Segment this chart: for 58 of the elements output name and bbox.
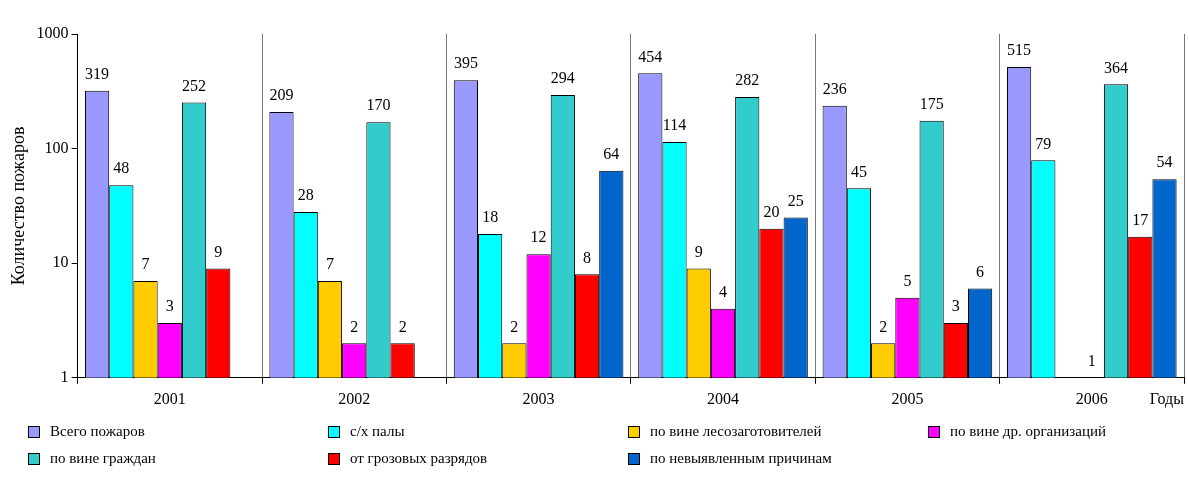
data-label: 64	[603, 145, 620, 163]
legend-label: по вине граждан	[50, 450, 156, 467]
x-axis-title: Годы	[1149, 390, 1185, 408]
legend-label: по вине лесозаготовителей	[650, 423, 822, 440]
legend-label: по вине др. организаций	[950, 423, 1106, 440]
data-label: 2	[510, 317, 519, 335]
data-label: 5	[903, 271, 912, 289]
data-label: 7	[325, 255, 334, 273]
data-label: 3	[951, 297, 960, 315]
y-tick-label: 1000	[36, 24, 69, 42]
data-label: 282	[735, 71, 760, 89]
legend-label: от грозовых разрядов	[350, 450, 488, 467]
data-label: 319	[85, 65, 110, 83]
x-tick-label: 2005	[891, 389, 924, 407]
data-label: 9	[694, 242, 703, 260]
data-label: 175	[919, 94, 944, 112]
data-label: 395	[453, 54, 478, 72]
y-tick-label: 10	[52, 253, 69, 271]
data-label: 6	[976, 262, 985, 280]
data-label: 114	[662, 116, 687, 134]
data-label: 20	[763, 202, 780, 220]
data-label: 209	[269, 86, 294, 104]
data-label: 1	[1087, 352, 1096, 369]
legend-label: по невыявленным причинам	[650, 450, 832, 467]
data-label: 252	[182, 76, 207, 94]
legend-label: с/х палы	[350, 423, 405, 440]
data-label: 4	[719, 283, 727, 301]
x-tick-label: 2001	[153, 389, 186, 407]
data-label: 515	[1007, 41, 1032, 59]
data-label: 3	[165, 297, 174, 315]
data-label: 236	[822, 80, 847, 98]
data-label: 28	[297, 186, 314, 204]
data-label: 454	[638, 47, 663, 65]
data-label: 45	[850, 162, 867, 180]
data-label: 2	[350, 317, 359, 335]
x-tick-label: 2003	[522, 389, 555, 407]
x-tick-label: 2004	[707, 389, 739, 407]
data-label: 8	[583, 248, 592, 266]
data-label: 79	[1035, 134, 1052, 152]
y-tick-label: 100	[44, 138, 69, 156]
data-label: 294	[550, 69, 575, 87]
data-label: 7	[141, 255, 150, 273]
y-tick-label: 1	[60, 368, 69, 385]
y-axis-title: Количество пожаров	[7, 126, 28, 286]
data-label: 2	[398, 317, 407, 335]
data-label: 25	[787, 191, 804, 209]
data-label: 17	[1132, 210, 1149, 228]
data-label: 18	[482, 208, 499, 226]
data-label: 48	[113, 159, 130, 177]
data-label: 9	[214, 242, 223, 260]
legend-label: Всего пожаров	[50, 423, 145, 440]
x-tick-label: 2002	[338, 389, 371, 407]
data-label: 54	[1156, 153, 1173, 171]
data-label: 2	[879, 317, 888, 335]
x-tick-label: 2006	[1075, 389, 1108, 407]
data-label: 170	[366, 96, 391, 114]
data-label: 364	[1104, 58, 1129, 76]
data-label: 12	[530, 228, 547, 246]
